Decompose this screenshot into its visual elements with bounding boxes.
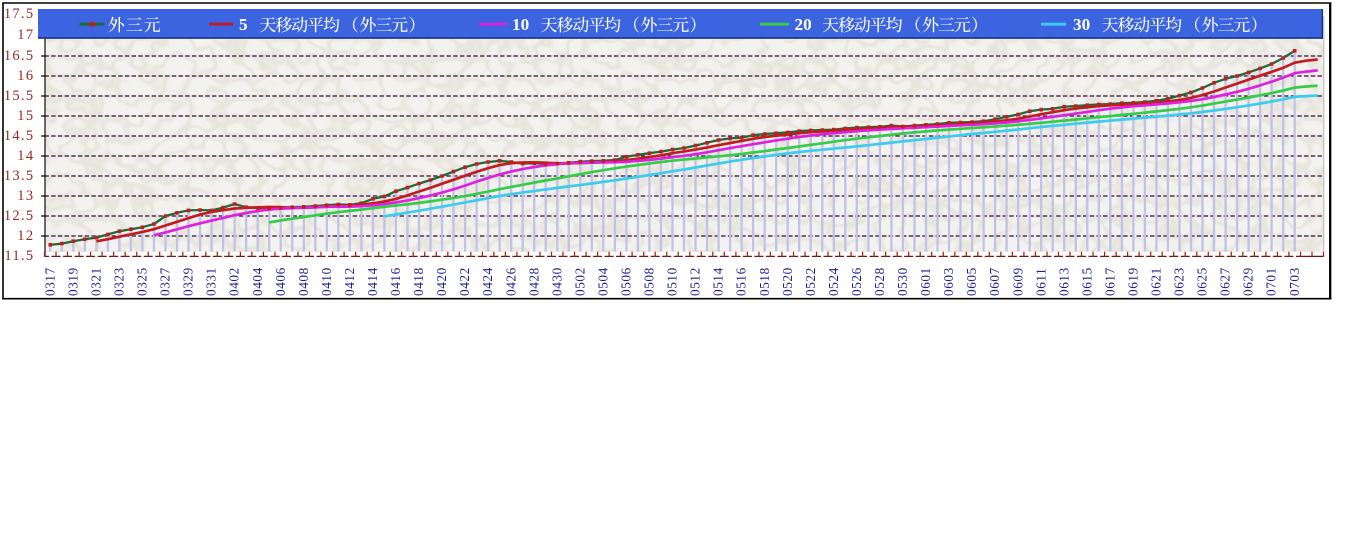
svg-text:16: 16 [17,68,34,84]
svg-text:11.5: 11.5 [4,248,34,264]
svg-text:16.5: 16.5 [4,48,35,64]
svg-text:0323: 0323 [112,267,127,296]
svg-text:15.5: 15.5 [4,88,35,104]
svg-text:0319: 0319 [65,267,80,296]
svg-text:13.5: 13.5 [4,168,35,184]
svg-text:0430: 0430 [549,267,564,296]
svg-text:0703: 0703 [1287,267,1302,296]
svg-text:0504: 0504 [595,267,610,296]
svg-text:0629: 0629 [1241,267,1256,296]
svg-text:0418: 0418 [411,267,426,296]
svg-text:0528: 0528 [872,267,887,296]
svg-text:0420: 0420 [434,267,449,296]
svg-text:10: 10 [512,15,529,34]
svg-text:12.5: 12.5 [4,208,35,224]
svg-text:0410: 0410 [319,267,334,296]
svg-text:0329: 0329 [181,267,196,296]
svg-text:0522: 0522 [803,267,818,296]
svg-text:0530: 0530 [895,267,910,296]
svg-text:0701: 0701 [1264,267,1279,296]
svg-text:15: 15 [17,108,34,124]
svg-text:12: 12 [17,228,34,244]
svg-text:30: 30 [1073,15,1090,34]
svg-text:17.5: 17.5 [4,6,35,22]
svg-text:0321: 0321 [89,267,104,296]
svg-text:13: 13 [17,188,34,204]
svg-text:0414: 0414 [365,267,380,296]
svg-text:0605: 0605 [964,267,979,296]
svg-text:0615: 0615 [1079,267,1094,296]
svg-text:0601: 0601 [918,267,933,296]
svg-text:0416: 0416 [388,267,403,296]
svg-text:0619: 0619 [1126,267,1141,296]
svg-text:20: 20 [795,15,812,34]
svg-text:0424: 0424 [480,267,495,296]
svg-text:0611: 0611 [1033,268,1048,296]
svg-text:0625: 0625 [1195,267,1210,296]
svg-text:0402: 0402 [227,267,242,296]
svg-text:0325: 0325 [135,267,150,296]
svg-text:0508: 0508 [642,267,657,296]
svg-text:0516: 0516 [734,267,749,296]
svg-text:0524: 0524 [826,267,841,296]
svg-text:0331: 0331 [204,267,219,296]
svg-text:0428: 0428 [526,267,541,296]
svg-text:0510: 0510 [665,267,680,296]
svg-text:0404: 0404 [250,267,265,296]
svg-text:0621: 0621 [1149,267,1164,296]
svg-text:0426: 0426 [503,267,518,296]
svg-text:0514: 0514 [711,267,726,296]
svg-text:0627: 0627 [1218,267,1233,296]
svg-text:14.5: 14.5 [4,128,35,144]
svg-text:0512: 0512 [688,267,703,296]
svg-text:0613: 0613 [1056,267,1071,296]
svg-text:14: 14 [17,148,34,164]
svg-text:0317: 0317 [42,267,57,296]
svg-text:0412: 0412 [342,267,357,296]
svg-text:0609: 0609 [1010,267,1025,296]
svg-text:17: 17 [17,27,34,43]
svg-text:0406: 0406 [273,267,288,296]
svg-text:0526: 0526 [849,267,864,296]
svg-text:0617: 0617 [1102,267,1117,296]
svg-text:5: 5 [239,15,248,34]
svg-text:0506: 0506 [619,267,634,296]
svg-text:0607: 0607 [987,267,1002,296]
svg-text:0518: 0518 [757,267,772,296]
svg-text:0502: 0502 [572,267,587,296]
svg-text:0623: 0623 [1172,267,1187,296]
svg-text:0327: 0327 [158,267,173,296]
svg-text:0408: 0408 [296,267,311,296]
svg-text:0422: 0422 [457,267,472,296]
svg-text:0603: 0603 [941,267,956,296]
svg-text:0520: 0520 [780,267,795,296]
